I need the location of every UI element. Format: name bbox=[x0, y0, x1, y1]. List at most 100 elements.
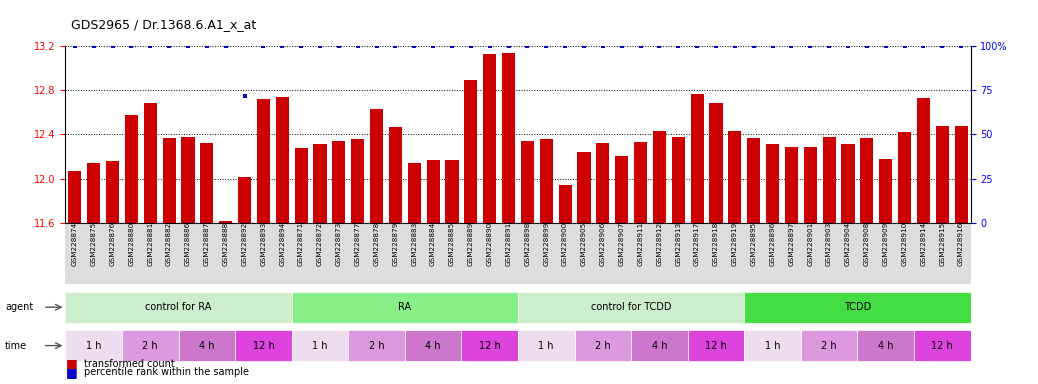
Text: 4 h: 4 h bbox=[199, 341, 215, 351]
Text: 1 h: 1 h bbox=[86, 341, 102, 351]
Point bbox=[651, 43, 667, 49]
Point bbox=[142, 43, 159, 49]
Bar bbox=[575, 330, 631, 361]
Bar bbox=[427, 160, 440, 384]
Text: 12 h: 12 h bbox=[479, 341, 500, 351]
Point bbox=[745, 43, 762, 49]
Point bbox=[595, 43, 611, 49]
Point bbox=[821, 43, 838, 49]
Text: 4 h: 4 h bbox=[652, 341, 667, 351]
Bar bbox=[125, 114, 138, 384]
Point bbox=[330, 43, 347, 49]
Bar bbox=[405, 330, 461, 361]
Bar bbox=[540, 139, 553, 384]
Bar bbox=[464, 80, 477, 384]
Point bbox=[425, 43, 441, 49]
Bar bbox=[295, 147, 307, 384]
Point bbox=[783, 43, 799, 49]
Text: 12 h: 12 h bbox=[252, 341, 274, 351]
Bar bbox=[502, 53, 515, 384]
Text: 4 h: 4 h bbox=[878, 341, 894, 351]
Bar bbox=[370, 109, 383, 384]
Text: 2 h: 2 h bbox=[595, 341, 610, 351]
Point bbox=[161, 43, 177, 49]
Bar bbox=[87, 163, 101, 384]
Bar bbox=[879, 159, 893, 384]
Text: 2 h: 2 h bbox=[821, 341, 837, 351]
Bar bbox=[179, 330, 235, 361]
Bar bbox=[913, 330, 971, 361]
Point bbox=[293, 43, 309, 49]
Bar bbox=[687, 330, 744, 361]
Bar bbox=[634, 142, 647, 384]
Bar bbox=[785, 147, 798, 384]
Point bbox=[727, 43, 743, 49]
Point bbox=[198, 43, 215, 49]
Text: 4 h: 4 h bbox=[426, 341, 441, 351]
Bar bbox=[143, 104, 157, 384]
Point bbox=[877, 43, 894, 49]
Bar bbox=[616, 157, 628, 384]
Bar bbox=[672, 137, 685, 384]
Text: percentile rank within the sample: percentile rank within the sample bbox=[84, 367, 249, 377]
Point bbox=[104, 43, 120, 49]
Point bbox=[916, 43, 932, 49]
Point bbox=[613, 43, 630, 49]
Text: 12 h: 12 h bbox=[931, 341, 953, 351]
Point bbox=[708, 43, 725, 49]
Point bbox=[124, 43, 140, 49]
Point bbox=[500, 43, 517, 49]
Point bbox=[670, 43, 686, 49]
Bar bbox=[766, 144, 780, 384]
Bar bbox=[801, 330, 857, 361]
Bar bbox=[348, 330, 405, 361]
Point bbox=[237, 93, 253, 99]
Point bbox=[896, 43, 912, 49]
Bar bbox=[822, 137, 836, 384]
Bar bbox=[558, 185, 572, 384]
Bar bbox=[518, 330, 575, 361]
Text: 1 h: 1 h bbox=[312, 341, 328, 351]
Text: ■: ■ bbox=[65, 366, 77, 379]
Bar bbox=[408, 163, 420, 384]
Point bbox=[443, 43, 460, 49]
Point bbox=[556, 43, 573, 49]
Bar bbox=[219, 220, 233, 384]
Point bbox=[689, 43, 706, 49]
Bar bbox=[483, 54, 496, 384]
Text: GDS2965 / Dr.1368.6.A1_x_at: GDS2965 / Dr.1368.6.A1_x_at bbox=[71, 18, 255, 31]
Text: 1 h: 1 h bbox=[765, 341, 781, 351]
Point bbox=[180, 43, 196, 49]
Point bbox=[274, 43, 291, 49]
Point bbox=[463, 43, 480, 49]
Bar bbox=[256, 99, 270, 384]
Point bbox=[934, 43, 951, 49]
Point bbox=[406, 43, 422, 49]
Text: control for TCDD: control for TCDD bbox=[591, 302, 672, 312]
Bar bbox=[518, 292, 744, 323]
Bar bbox=[65, 330, 122, 361]
Bar bbox=[69, 171, 81, 384]
Point bbox=[953, 43, 969, 49]
Text: 2 h: 2 h bbox=[142, 341, 158, 351]
Bar bbox=[106, 161, 119, 384]
Bar bbox=[313, 144, 327, 384]
Text: RA: RA bbox=[399, 302, 411, 312]
Text: agent: agent bbox=[5, 302, 33, 312]
Bar bbox=[709, 104, 722, 384]
Bar bbox=[521, 141, 534, 384]
Bar bbox=[445, 160, 459, 384]
Point bbox=[311, 43, 328, 49]
Point bbox=[576, 43, 593, 49]
Bar bbox=[389, 127, 402, 384]
Bar bbox=[861, 138, 873, 384]
Bar bbox=[898, 132, 911, 384]
Bar bbox=[332, 141, 346, 384]
Point bbox=[85, 43, 102, 49]
Bar bbox=[747, 138, 760, 384]
Point bbox=[538, 43, 554, 49]
Bar bbox=[690, 94, 704, 384]
Bar bbox=[577, 152, 591, 384]
Bar bbox=[163, 138, 175, 384]
Bar bbox=[955, 126, 967, 384]
